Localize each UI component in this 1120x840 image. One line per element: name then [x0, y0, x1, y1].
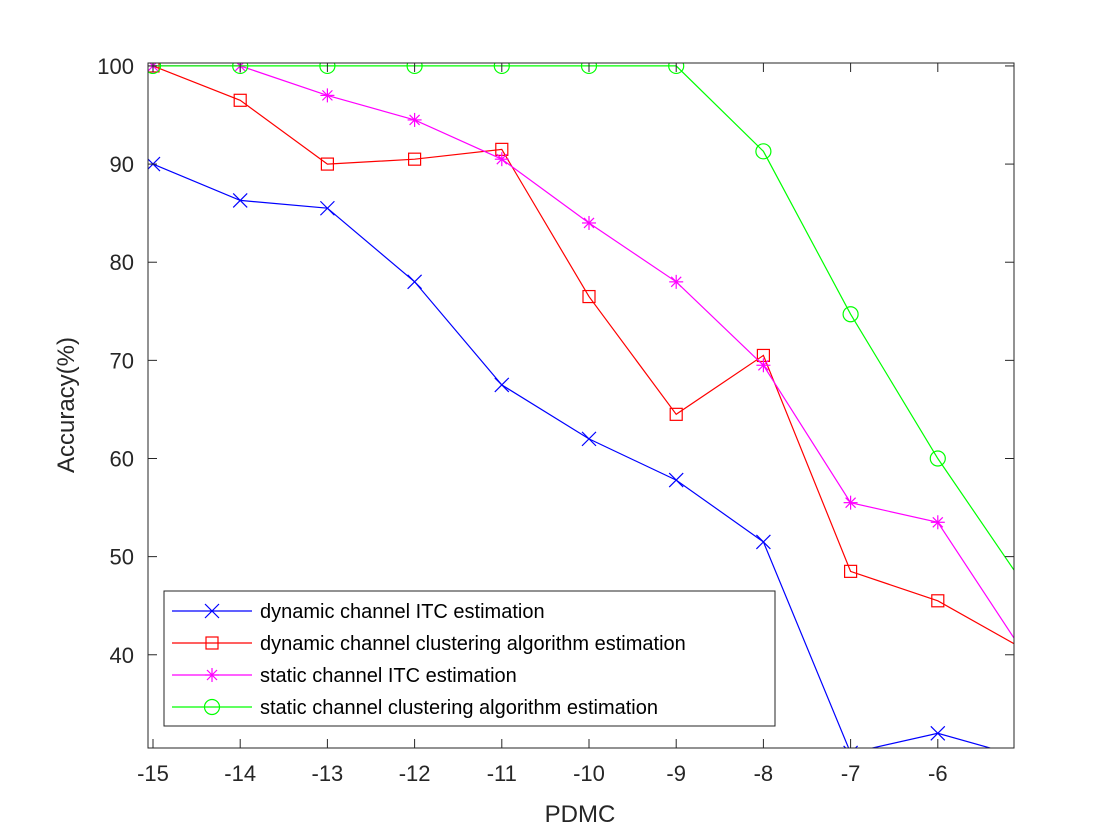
data-point — [755, 143, 772, 160]
y-tick-label: 90 — [110, 152, 134, 177]
data-point — [669, 407, 683, 421]
data-point — [232, 63, 249, 75]
legend-item: static channel ITC estimation — [172, 665, 517, 687]
legend: dynamic channel ITC estimation dynamic ch… — [163, 590, 776, 727]
x-tick-label: -12 — [399, 761, 431, 786]
data-point — [843, 564, 858, 578]
axes: -15 -14 -13 -12 -11 -10 -9 -8 -7 -6 40 50 60 70 80 90 10… — [97, 54, 1014, 786]
data-point — [931, 594, 945, 608]
legend-label: dynamic channel ITC estimation — [260, 601, 545, 623]
legend-marker — [205, 636, 219, 650]
data-point — [581, 431, 597, 447]
x-tick-label: -14 — [224, 761, 256, 786]
legend-box — [163, 590, 776, 727]
data-point — [842, 306, 859, 323]
legend-marker — [204, 603, 220, 619]
data-point — [930, 515, 945, 530]
x-axis-title: PDMC — [545, 801, 616, 828]
data-point — [320, 157, 334, 171]
y-tick-label: 60 — [110, 446, 134, 471]
data-point — [494, 152, 509, 167]
legend-marker — [203, 698, 221, 716]
data-point — [494, 377, 510, 393]
data-point — [493, 63, 510, 75]
series-3 — [148, 63, 1014, 640]
data-point — [580, 63, 598, 75]
data-point — [319, 63, 336, 75]
y-tick-label: 80 — [110, 250, 134, 275]
data-point — [407, 112, 422, 127]
series-1 — [148, 156, 993, 748]
x-tick-label: -13 — [312, 761, 344, 786]
data-point — [582, 289, 596, 304]
data-point — [669, 274, 684, 289]
data-point — [233, 93, 247, 107]
series-line — [152, 65, 1014, 645]
data-point — [407, 274, 423, 290]
plot-frame — [147, 62, 1015, 749]
x-tick-label: -15 — [137, 761, 169, 786]
x-tick-label: -10 — [573, 761, 605, 786]
x-tick-label: -6 — [928, 761, 948, 786]
legend-marker — [205, 668, 219, 682]
data-point — [148, 63, 162, 75]
data-point — [406, 63, 423, 75]
y-tick-label: 70 — [110, 348, 134, 373]
data-point — [320, 88, 335, 103]
data-point — [756, 358, 771, 373]
legend-item: dynamic channel clustering algorithm est… — [172, 633, 686, 655]
data-point — [232, 192, 248, 208]
y-tick-label: 100 — [97, 54, 134, 79]
legend-item: static channel clustering algorithm esti… — [172, 697, 658, 719]
y-axis-title: Accuracy(%) — [53, 337, 80, 473]
legend-item: dynamic channel ITC estimation — [172, 601, 545, 623]
data-point — [582, 215, 596, 230]
x-tick-label: -11 — [487, 761, 517, 786]
data-point — [668, 472, 684, 488]
x-tick-label: -9 — [666, 761, 686, 786]
legend-label: static channel ITC estimation — [260, 665, 517, 687]
data-point — [408, 152, 422, 166]
x-tick-label: -8 — [754, 761, 774, 786]
data-point — [755, 534, 771, 550]
data-point — [930, 725, 946, 741]
y-tick-label: 50 — [110, 545, 134, 570]
x-tick-label: -7 — [841, 761, 861, 786]
data-point — [319, 200, 335, 216]
legend-label: static channel clustering algorithm esti… — [260, 697, 658, 719]
data-point — [668, 63, 685, 75]
legend-label: dynamic channel clustering algorithm est… — [260, 633, 686, 655]
y-tick-label: 40 — [110, 643, 134, 668]
data-point — [929, 450, 946, 467]
data-point — [843, 495, 858, 510]
